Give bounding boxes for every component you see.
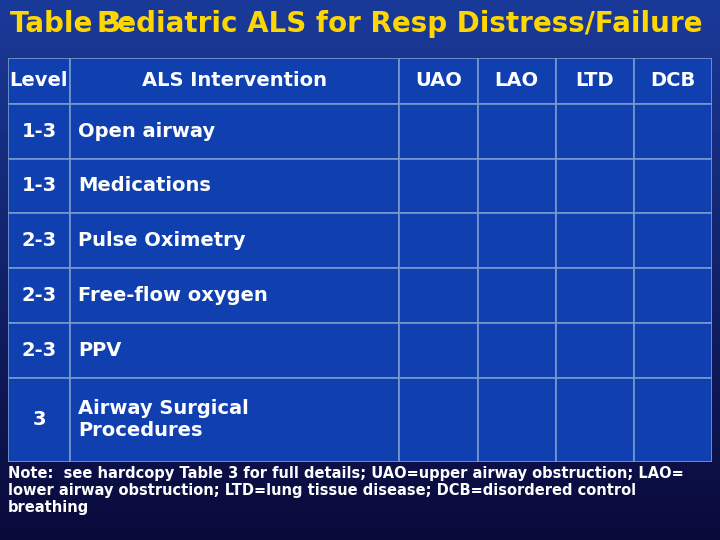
Text: Medications: Medications [78, 177, 211, 195]
Bar [634, 323, 712, 378]
Bar [70, 104, 400, 159]
Bar [70, 159, 400, 213]
Bar [634, 213, 712, 268]
Bar [400, 159, 477, 213]
Text: Pediatric ALS for Resp Distress/Failure: Pediatric ALS for Resp Distress/Failure [97, 10, 703, 38]
Bar [400, 213, 477, 268]
Bar [477, 268, 556, 323]
Text: DCB: DCB [650, 71, 696, 90]
Text: 1-3: 1-3 [22, 177, 57, 195]
Bar [70, 378, 400, 462]
Text: Pulse Oximetry: Pulse Oximetry [78, 231, 246, 251]
Bar [477, 213, 556, 268]
Bar [8, 323, 70, 378]
Bar [400, 378, 477, 462]
Text: 3: 3 [32, 410, 46, 429]
Bar [477, 159, 556, 213]
Text: LAO: LAO [495, 71, 539, 90]
Text: Free-flow oxygen: Free-flow oxygen [78, 286, 268, 305]
Bar [556, 58, 634, 104]
Bar [556, 323, 634, 378]
Text: Table 3:: Table 3: [10, 10, 132, 38]
Bar [8, 378, 70, 462]
Bar [634, 159, 712, 213]
Bar [70, 213, 400, 268]
Bar [556, 378, 634, 462]
Text: PPV: PPV [78, 341, 122, 360]
Bar [556, 159, 634, 213]
Bar [556, 104, 634, 159]
Bar [477, 323, 556, 378]
Bar [477, 104, 556, 159]
Bar [556, 213, 634, 268]
Bar [400, 268, 477, 323]
Bar [70, 323, 400, 378]
Text: 2-3: 2-3 [22, 286, 57, 305]
Text: Level: Level [10, 71, 68, 90]
Bar [8, 58, 70, 104]
Bar [70, 58, 400, 104]
Bar [400, 58, 477, 104]
Text: ALS Intervention: ALS Intervention [142, 71, 327, 90]
Bar [634, 378, 712, 462]
Bar [8, 159, 70, 213]
Bar [634, 58, 712, 104]
Bar [400, 104, 477, 159]
Bar [477, 378, 556, 462]
Text: 2-3: 2-3 [22, 231, 57, 251]
Bar [634, 268, 712, 323]
Text: Note:  see hardcopy Table 3 for full details; UAO=upper airway obstruction; LAO=: Note: see hardcopy Table 3 for full deta… [8, 465, 684, 516]
Bar [8, 268, 70, 323]
Bar [556, 268, 634, 323]
Text: Open airway: Open airway [78, 122, 215, 140]
Bar [634, 104, 712, 159]
Bar [477, 58, 556, 104]
Bar [8, 213, 70, 268]
Text: 2-3: 2-3 [22, 341, 57, 360]
Text: Airway Surgical
Procedures: Airway Surgical Procedures [78, 400, 248, 441]
Text: LTD: LTD [575, 71, 614, 90]
Text: UAO: UAO [415, 71, 462, 90]
Text: 1-3: 1-3 [22, 122, 57, 140]
Bar [400, 323, 477, 378]
Bar [8, 104, 70, 159]
Bar [70, 268, 400, 323]
